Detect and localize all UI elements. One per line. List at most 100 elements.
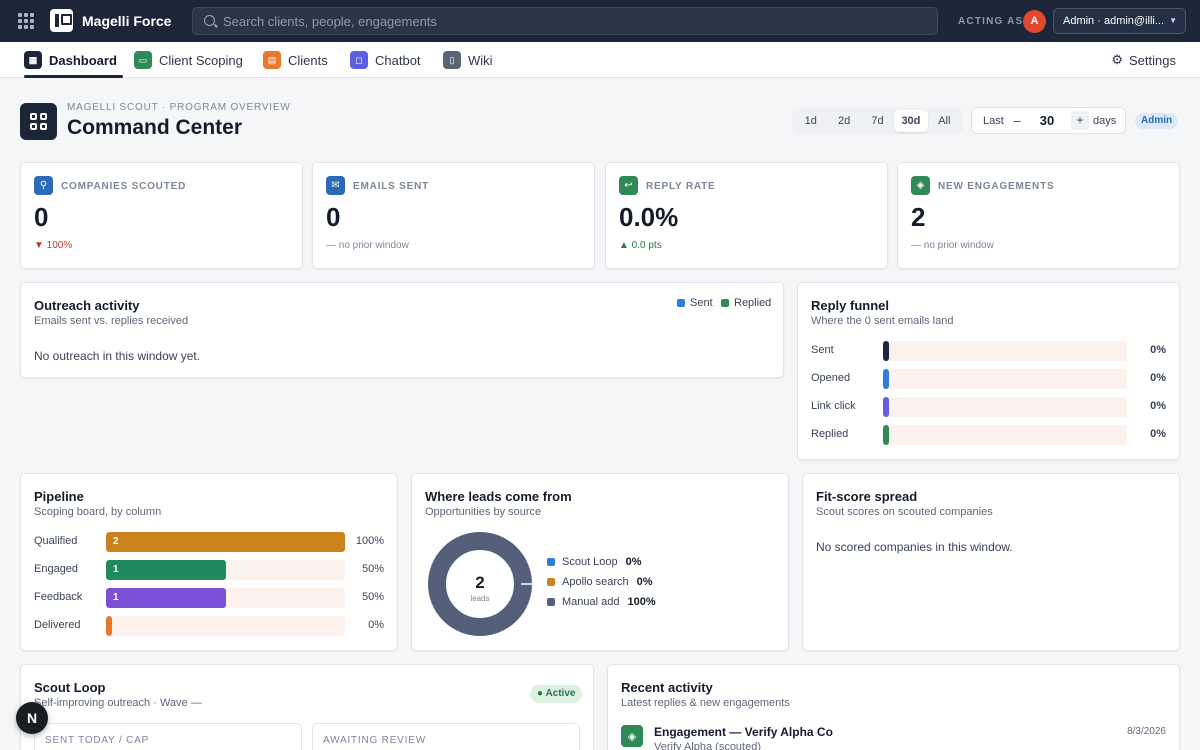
card-title: Pipeline: [34, 489, 84, 504]
card-title: Where leads come from: [425, 489, 572, 504]
tab-label: Wiki: [468, 52, 493, 68]
days-suffix: days: [1093, 115, 1117, 127]
pipeline-bar: [106, 532, 345, 552]
book-icon: ▯: [443, 51, 461, 69]
kpi-card-companies: ⚲ COMPANIES SCOUTED 0 ▼ 100%: [20, 162, 303, 269]
source-pct: 0%: [636, 576, 653, 588]
pipeline-track: 2: [106, 532, 345, 552]
tab-dashboard[interactable]: ▦ Dashboard: [24, 42, 123, 78]
brand-name[interactable]: Magelli Force: [82, 13, 172, 29]
pipeline-label: Feedback: [34, 591, 83, 603]
kpi-value: 0: [34, 202, 49, 232]
range-1d-button[interactable]: 1d: [804, 115, 817, 127]
funnel-bar: [883, 397, 889, 417]
avatar[interactable]: A: [1023, 10, 1046, 33]
assistant-button[interactable]: N: [16, 702, 48, 734]
status-badge: ● Active: [530, 685, 583, 703]
user-select[interactable]: Admin · admin@illi... ▼: [1053, 8, 1186, 34]
tab-label: Chatbot: [375, 52, 421, 68]
pipeline-row-feedback[interactable]: Feedback 1 50%: [34, 588, 384, 608]
legend-swatch: [721, 299, 729, 307]
card-title: Fit-score spread: [816, 489, 918, 504]
outreach-activity-card: Outreach activity Emails sent vs. replie…: [20, 282, 784, 378]
donut-chart: 2 leads: [428, 532, 533, 636]
stat-label: AWAITING REVIEW: [323, 735, 426, 746]
range-7d-button[interactable]: 7d: [871, 115, 884, 127]
kpi-card-engagements: ◈ NEW ENGAGEMENTS 2 — no prior window: [897, 162, 1180, 269]
source-pct: 100%: [627, 596, 656, 608]
tab-clients[interactable]: ▤ Clients: [263, 42, 328, 78]
card-subtitle: Latest replies & new engagements: [621, 697, 790, 709]
funnel-pct: 0%: [1150, 428, 1166, 440]
chat-icon: ◻: [350, 51, 368, 69]
days-prefix: Last: [983, 115, 1004, 127]
pipeline-row-qualified[interactable]: Qualified 2 100%: [34, 532, 384, 552]
kpi-label: REPLY RATE: [646, 181, 716, 192]
source-label: Scout Loop: [562, 556, 618, 568]
legend-sent: Sent: [677, 297, 713, 309]
stat-label: SENT TODAY / CAP: [45, 735, 150, 746]
pipeline-track: 1: [106, 588, 345, 608]
pipeline-row-delivered[interactable]: Delivered 0%: [34, 616, 384, 636]
card-subtitle: Scoping board, by column: [34, 506, 162, 518]
funnel-bar: [883, 369, 889, 389]
chevron-down-icon: ▼: [1169, 16, 1177, 25]
legend-swatch: [677, 299, 685, 307]
logo-icon[interactable]: [50, 9, 73, 32]
pipeline-row-engaged[interactable]: Engaged 1 50%: [34, 560, 384, 580]
funnel-label: Opened: [811, 372, 851, 384]
funnel-row-replied: Replied 0%: [811, 425, 1166, 445]
decrement-button[interactable]: –: [1013, 113, 1021, 128]
card-title: Outreach activity: [34, 298, 140, 313]
tab-wiki[interactable]: ▯ Wiki: [443, 42, 493, 78]
funnel-track: [883, 369, 1127, 389]
card-subtitle: Opportunities by source: [425, 506, 542, 518]
source-row-scout-loop: Scout Loop 0%: [547, 554, 642, 570]
legend-swatch: [547, 578, 555, 586]
mail-icon: ✉: [326, 176, 345, 195]
tab-chatbot[interactable]: ◻ Chatbot: [350, 42, 421, 78]
top-bar: Magelli Force ACTING AS A Admin · admin@…: [0, 0, 1200, 42]
source-row-apollo: Apollo search 0%: [547, 574, 653, 590]
kpi-value: 0: [326, 202, 341, 232]
activity-title[interactable]: Engagement — Verify Alpha Co: [654, 725, 833, 739]
pipeline-bar: [106, 560, 226, 580]
role-badge: Admin: [1135, 113, 1179, 129]
tab-client-scoping[interactable]: ▭ Client Scoping: [134, 42, 243, 78]
apps-grid-icon[interactable]: [18, 13, 34, 29]
pipeline-count: 1: [113, 592, 119, 603]
donut-total-label: leads: [470, 594, 489, 603]
range-all-button[interactable]: All: [938, 115, 951, 127]
kpi-value: 2: [911, 202, 926, 232]
source-row-manual: Manual add 100%: [547, 594, 656, 610]
range-30d-button[interactable]: 30d: [894, 110, 928, 132]
legend-label: Sent: [690, 297, 713, 309]
card-subtitle: Self-improving outreach · Wave —: [34, 697, 202, 709]
pipeline-track: 1: [106, 560, 345, 580]
pipeline-count: 1: [113, 564, 119, 575]
funnel-row-opened: Opened 0%: [811, 369, 1166, 389]
lead-sources-card: Where leads come from Opportunities by s…: [411, 473, 789, 651]
kpi-delta: — no prior window: [911, 240, 994, 251]
search-input[interactable]: [223, 8, 923, 34]
settings-button[interactable]: ⚙ Settings: [1111, 42, 1176, 78]
stat-tile-awaiting-review: AWAITING REVIEW: [312, 723, 580, 750]
funnel-label: Sent: [811, 344, 834, 356]
funnel-row-link-click: Link click 0%: [811, 397, 1166, 417]
diamond-icon: ◈: [911, 176, 930, 195]
document-icon: ▤: [263, 51, 281, 69]
pipeline-pct: 100%: [355, 535, 384, 547]
days-value[interactable]: 30: [1039, 113, 1055, 128]
activity-subtitle: Verify Alpha (scouted): [654, 741, 762, 750]
increment-button[interactable]: +: [1071, 111, 1089, 130]
breadcrumb: MAGELLI SCOUT · PROGRAM OVERVIEW: [67, 102, 291, 113]
search-box[interactable]: [192, 7, 938, 35]
range-selector: 1d 2d 7d 30d All: [792, 108, 963, 134]
funnel-track: [883, 397, 1127, 417]
range-2d-button[interactable]: 2d: [837, 115, 851, 127]
nav-bar: ▦ Dashboard ▭ Client Scoping ▤ Clients ◻…: [0, 42, 1200, 78]
source-pct: 0%: [625, 556, 642, 568]
fit-score-card: Fit-score spread Scout scores on scouted…: [802, 473, 1180, 651]
pipeline-label: Delivered: [34, 619, 81, 631]
card-title: Scout Loop: [34, 680, 106, 695]
